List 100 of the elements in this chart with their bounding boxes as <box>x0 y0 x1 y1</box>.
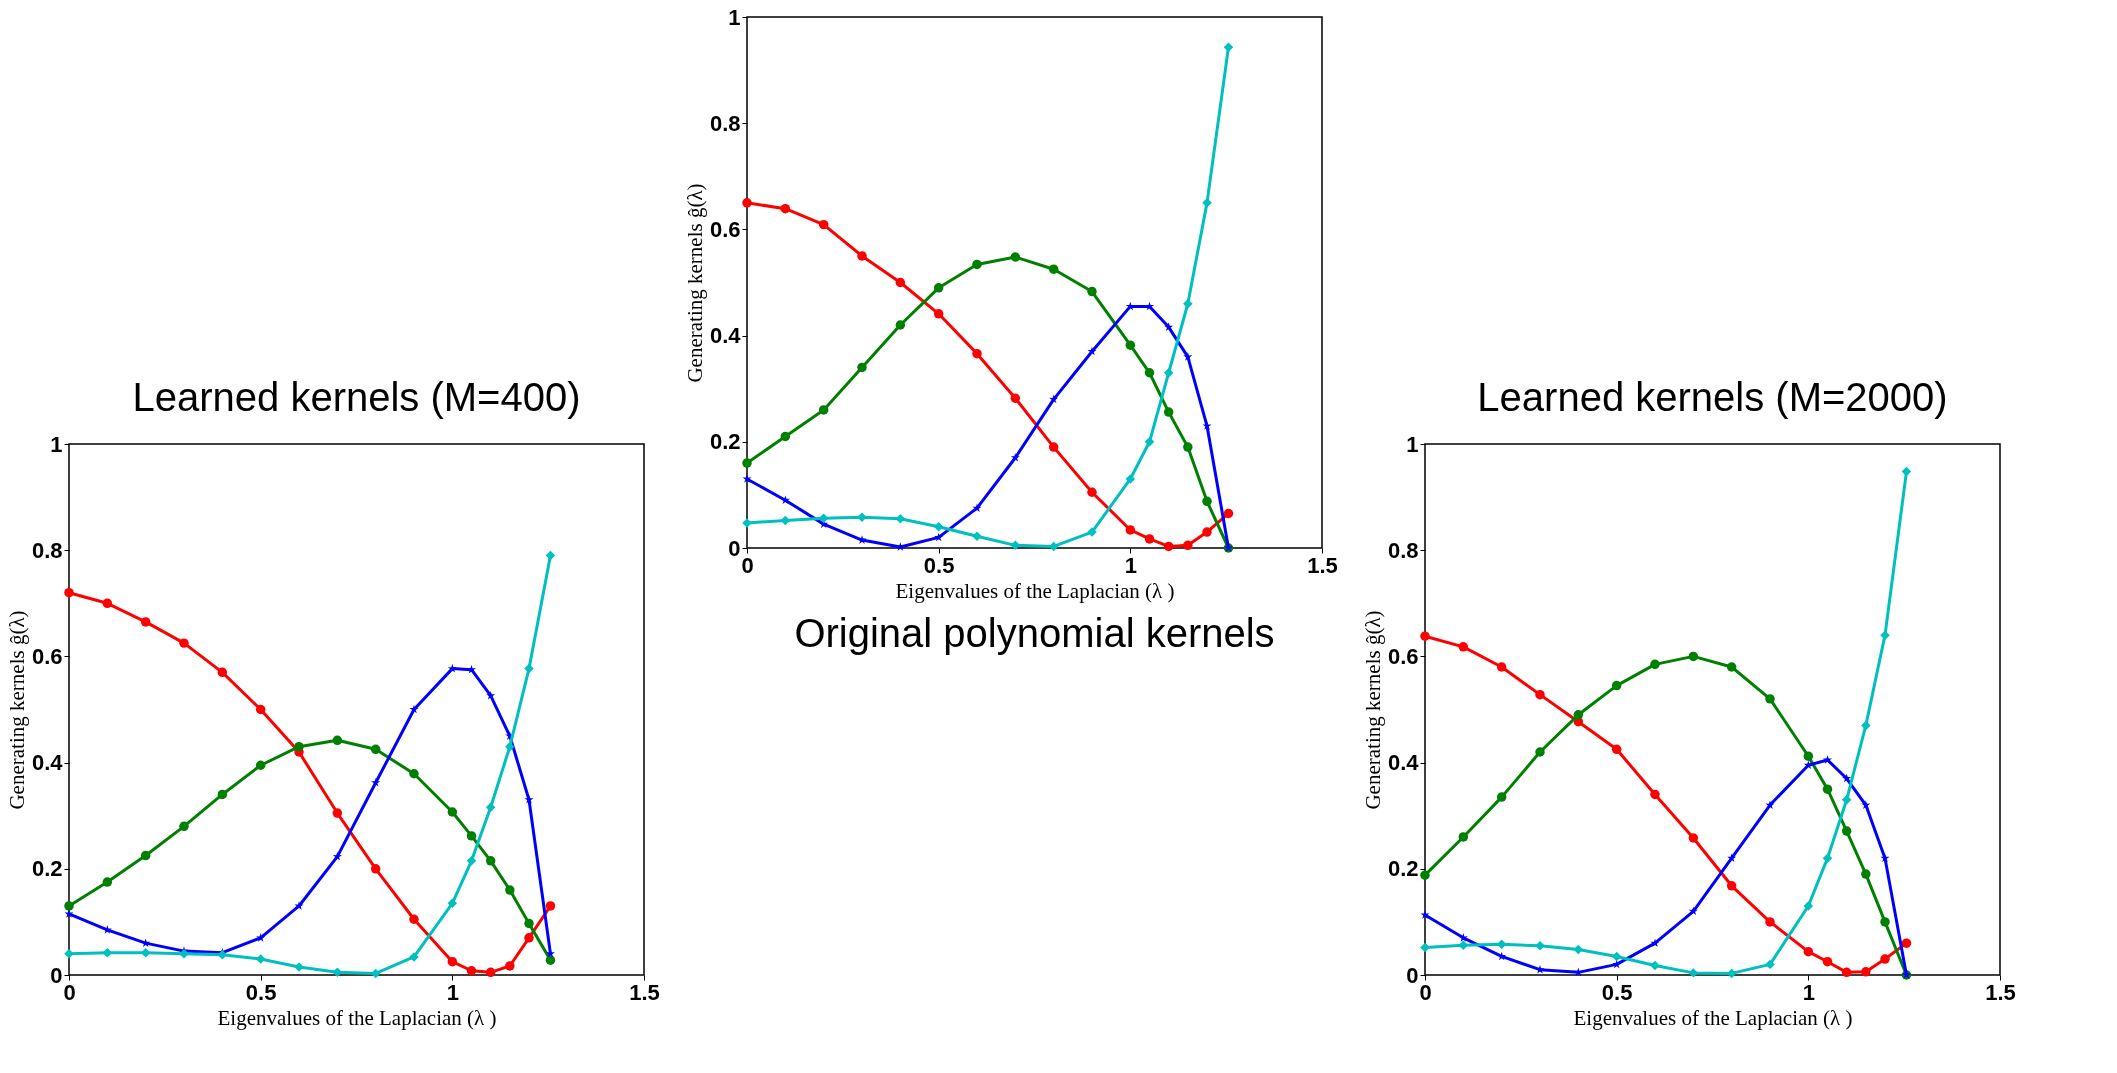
point <box>972 531 982 542</box>
point <box>1144 368 1155 378</box>
point <box>1048 264 1059 274</box>
point <box>179 821 189 832</box>
point <box>1573 944 1584 955</box>
point <box>447 898 458 909</box>
x-tick-label: 1.5 <box>1985 979 2016 1005</box>
point <box>1841 795 1852 805</box>
point <box>1861 967 1871 977</box>
point <box>524 918 534 929</box>
x-tick-label: 1 <box>1124 552 1137 578</box>
y-tick-label: 0.6 <box>31 643 63 669</box>
point <box>1125 474 1136 484</box>
point <box>818 219 829 230</box>
y-tick-label: 0.6 <box>1387 643 1419 669</box>
point <box>1573 967 1583 977</box>
point <box>505 885 515 895</box>
point <box>179 638 189 648</box>
point <box>466 966 477 976</box>
point <box>933 309 944 319</box>
point <box>1822 853 1833 863</box>
point <box>485 967 496 978</box>
point <box>934 532 944 542</box>
point <box>1010 393 1021 403</box>
point <box>505 961 515 971</box>
point <box>1726 662 1737 672</box>
point <box>1420 870 1430 880</box>
y-tick-label: 0.4 <box>709 323 742 349</box>
point <box>1163 407 1174 417</box>
point <box>1420 942 1430 953</box>
point <box>895 514 906 524</box>
point <box>1164 322 1174 331</box>
y-tick-label: 0.8 <box>1387 537 1419 563</box>
point <box>857 251 867 261</box>
point <box>545 955 556 965</box>
y-tick-label: 1 <box>50 431 63 457</box>
point <box>1420 631 1430 641</box>
point <box>1803 751 1814 761</box>
point <box>1223 508 1234 519</box>
point <box>1125 525 1136 535</box>
point <box>1611 951 1622 962</box>
point <box>1183 442 1193 452</box>
point <box>1087 346 1097 356</box>
x-tick-label: 1 <box>1802 979 1815 1005</box>
point <box>1087 487 1097 497</box>
point <box>742 458 752 468</box>
point <box>486 690 496 700</box>
point <box>1650 960 1660 971</box>
point <box>1163 541 1174 552</box>
y-tick-label: 0.2 <box>31 856 63 882</box>
point <box>545 550 556 561</box>
point <box>1458 642 1469 652</box>
x-tick-label: 0.5 <box>1601 979 1633 1005</box>
point <box>1841 967 1852 978</box>
point <box>1803 901 1814 911</box>
point <box>447 956 458 967</box>
point <box>1202 421 1212 430</box>
point <box>1202 527 1212 537</box>
point <box>1144 534 1155 544</box>
point <box>1822 956 1833 967</box>
x-tick-label: 1.5 <box>1307 552 1338 578</box>
y-tick-label: 0.8 <box>31 537 63 563</box>
point <box>1765 959 1775 970</box>
point <box>255 704 266 715</box>
text: Original polynomial kernels <box>794 611 1275 655</box>
point <box>933 522 944 532</box>
point <box>895 277 906 288</box>
point <box>409 914 419 924</box>
y-tick-label: 0.2 <box>1387 856 1419 882</box>
point <box>1612 959 1622 969</box>
point <box>1183 352 1193 361</box>
point <box>545 901 556 911</box>
point <box>933 283 944 293</box>
point <box>1535 747 1545 757</box>
point <box>447 807 458 817</box>
point <box>332 851 342 861</box>
point <box>217 789 228 800</box>
point <box>1688 651 1699 662</box>
point <box>1048 442 1059 452</box>
point <box>1611 744 1622 755</box>
point <box>1688 906 1698 916</box>
point <box>1049 394 1059 404</box>
point <box>140 850 151 861</box>
point <box>1010 452 1020 462</box>
point <box>524 795 534 804</box>
point <box>332 808 343 818</box>
point <box>1861 869 1871 879</box>
chart-title: Learned kernels (M=2000) <box>1477 375 1948 419</box>
point <box>780 495 790 505</box>
point <box>1861 720 1871 731</box>
y-axis-title: Generating kernels ĝ(λ) <box>1360 610 1385 810</box>
point <box>972 259 982 270</box>
point <box>1765 694 1775 704</box>
point <box>1861 800 1871 809</box>
x-axis-title: Eigenvalues of the Laplacian (λ ) <box>895 578 1175 603</box>
point <box>524 663 534 674</box>
point <box>217 667 228 678</box>
point <box>1726 881 1737 891</box>
point <box>1144 437 1155 447</box>
point <box>1496 792 1507 802</box>
